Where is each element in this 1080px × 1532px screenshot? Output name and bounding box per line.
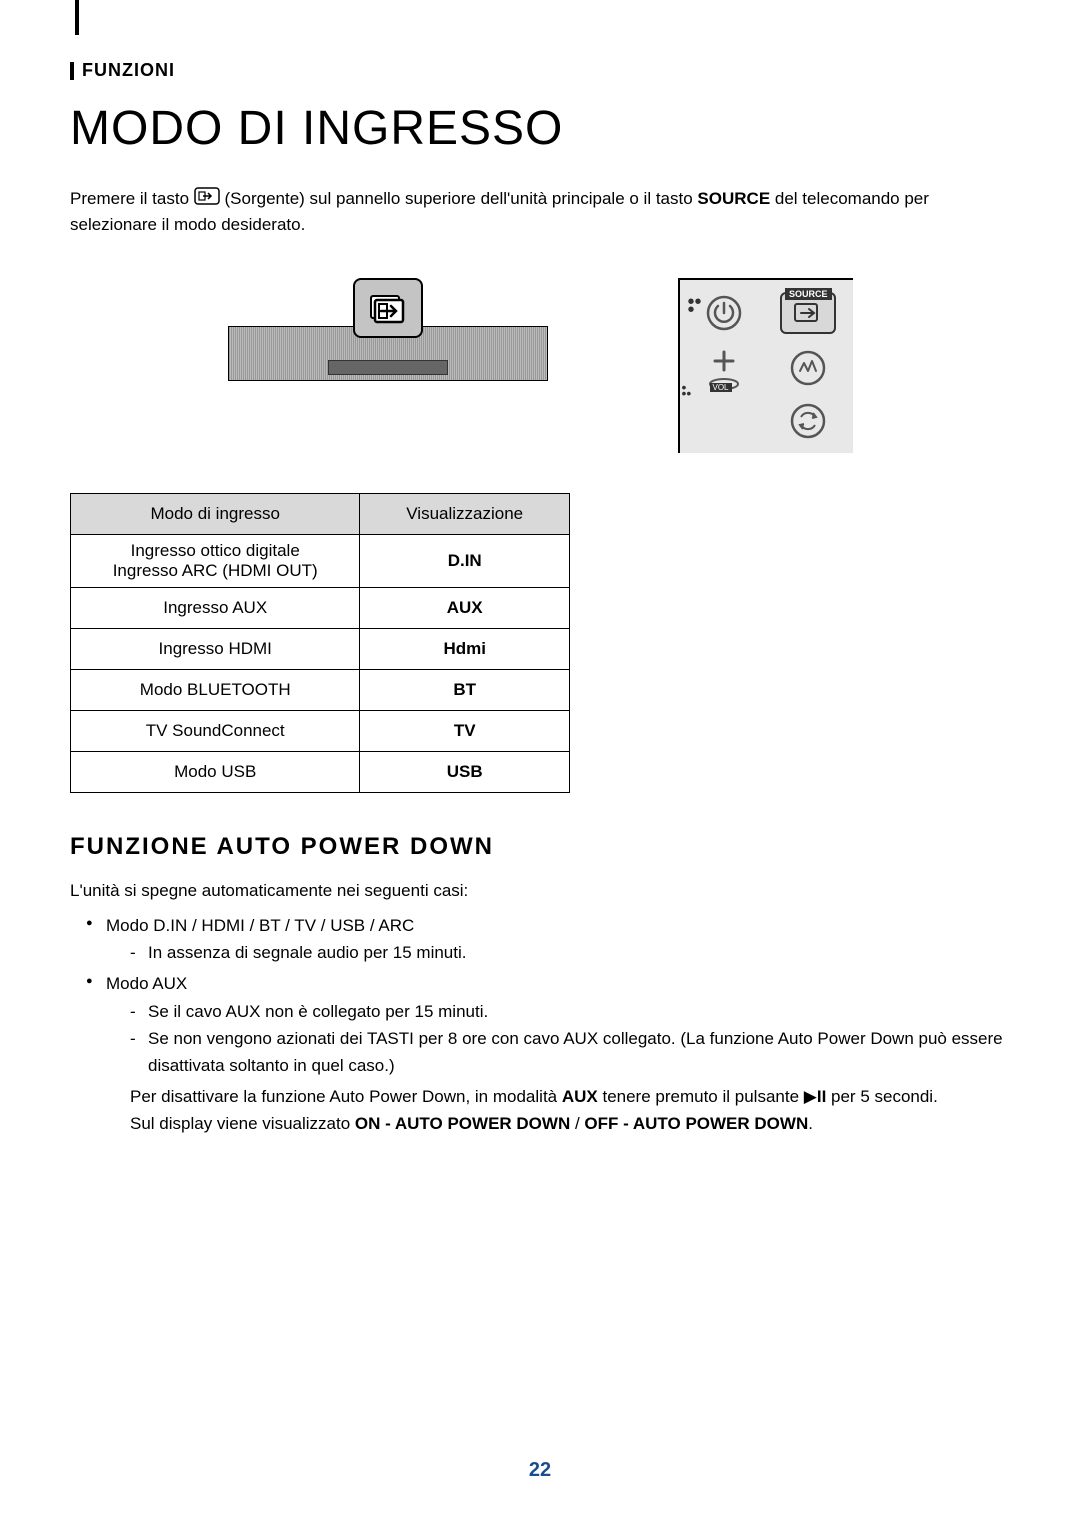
bullet-label: Modo D.IN / HDMI / BT / TV / USB / ARC (106, 916, 414, 935)
apd-intro: L'unità si spegne automaticamente nei se… (70, 877, 1010, 904)
table-cell: BT (360, 669, 570, 710)
play-pause-icon: ▶II (804, 1083, 827, 1110)
remote-vol-cell: VOL ••• (692, 346, 757, 390)
table-cell-line: Ingresso ARC (HDMI OUT) (83, 561, 347, 581)
note-bold: ON - AUTO POWER DOWN (355, 1114, 570, 1133)
note-text: per 5 secondi. (826, 1087, 938, 1106)
note-text: tenere premuto il pulsante (598, 1087, 804, 1106)
table-cell: TV SoundConnect (71, 710, 360, 751)
note-bold: AUX (562, 1087, 598, 1106)
remote-mute-cell (776, 346, 841, 390)
intro-source-bold: SOURCE (697, 189, 770, 208)
dash-list: In assenza di segnale audio per 15 minut… (106, 939, 1010, 966)
soundmode-icon (789, 349, 827, 387)
source-icon-inline (194, 187, 220, 213)
list-item: Modo D.IN / HDMI / BT / TV / USB / ARC I… (86, 912, 1010, 966)
source-badge: SOURCE (785, 288, 832, 300)
subsection-title: FUNZIONE AUTO POWER DOWN (70, 833, 1010, 861)
page-title: MODO DI INGRESSO (70, 101, 1010, 156)
table-cell-line: Ingresso ottico digitale (83, 541, 347, 561)
soundbar-source-button (353, 278, 423, 338)
note-text: Per disattivare la funzione Auto Power D… (130, 1087, 562, 1106)
table-header-display: Visualizzazione (360, 493, 570, 534)
note-bold: OFF - AUTO POWER DOWN (584, 1114, 808, 1133)
table-cell: D.IN (360, 534, 570, 587)
input-mode-table: Modo di ingresso Visualizzazione Ingress… (70, 493, 570, 793)
remote-bottom-left (692, 402, 757, 440)
source-icon (791, 300, 825, 326)
note-text: / (570, 1114, 584, 1133)
page-number: 22 (529, 1459, 551, 1482)
table-header-mode: Modo di ingresso (71, 493, 360, 534)
table-cell: USB (360, 751, 570, 792)
list-item: In assenza di segnale audio per 15 minut… (130, 939, 1010, 966)
source-icon (369, 292, 407, 324)
table-cell: TV (360, 710, 570, 751)
intro-pre: Premere il tasto (70, 189, 194, 208)
table-cell: Hdmi (360, 628, 570, 669)
soundbar-display (328, 360, 448, 375)
table-cell: Modo BLUETOOTH (71, 669, 360, 710)
figures-row: ••• SOURCE (70, 278, 1010, 453)
table-cell: Ingresso HDMI (71, 628, 360, 669)
section-marker-bar (70, 62, 74, 80)
repeat-icon (789, 402, 827, 440)
remote-figure: ••• SOURCE (678, 278, 853, 453)
intro-mid: (Sorgente) sul pannello superiore dell'u… (225, 189, 698, 208)
soundbar-figure (228, 278, 548, 398)
top-corner-marker (75, 0, 79, 35)
section-header: FUNZIONI (70, 60, 1010, 81)
list-item: Modo AUX Se il cavo AUX non è collegato … (86, 970, 1010, 1079)
table-cell: AUX (360, 587, 570, 628)
table-cell: Ingresso ottico digitale Ingresso ARC (H… (71, 534, 360, 587)
footer-note: Per disattivare la funzione Auto Power D… (70, 1083, 1010, 1137)
remote-source-cell: SOURCE (776, 292, 841, 334)
list-item: Se il cavo AUX non è collegato per 15 mi… (130, 998, 1010, 1025)
intro-paragraph: Premere il tasto (Sorgente) sul pannello… (70, 186, 1010, 238)
remote-repeat-cell (776, 402, 841, 440)
remote-power-cell (692, 292, 757, 334)
list-item: Se non vengono azionati dei TASTI per 8 … (130, 1025, 1010, 1079)
vol-label: VOL (710, 383, 732, 392)
note-text: Sul display viene visualizzato (130, 1114, 355, 1133)
section-label-text: FUNZIONI (82, 60, 175, 80)
table-cell: Modo USB (71, 751, 360, 792)
remote-dots-2: ••• (682, 384, 692, 396)
note-text: . (808, 1114, 813, 1133)
bullet-list: Modo D.IN / HDMI / BT / TV / USB / ARC I… (70, 912, 1010, 1079)
power-icon (705, 294, 743, 332)
bullet-label: Modo AUX (106, 974, 187, 993)
dash-list: Se il cavo AUX non è collegato per 15 mi… (106, 998, 1010, 1080)
table-cell: Ingresso AUX (71, 587, 360, 628)
